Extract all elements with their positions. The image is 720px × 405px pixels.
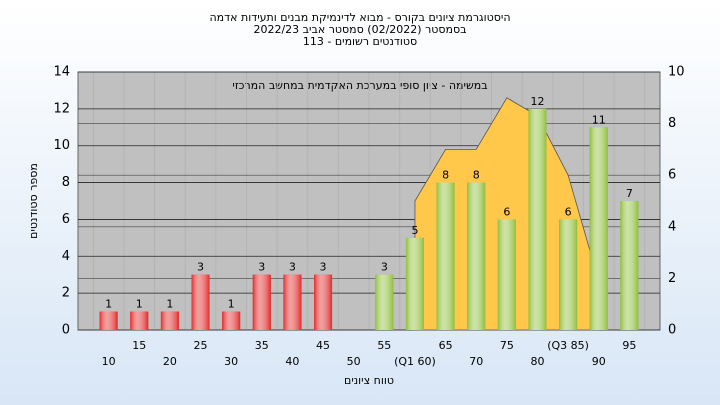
- x-tick-label: (Q1 60): [394, 355, 436, 368]
- x-tick-label: 25: [194, 339, 208, 352]
- chart-title: היסטוגרמת ציונים בקורס - מבוא לדינמיקת מ…: [209, 11, 510, 24]
- y-tick-label: 6: [62, 212, 70, 227]
- x-axis-label: טווח ציונים: [344, 374, 394, 387]
- x-tick-label: 80: [530, 355, 544, 368]
- value-label: 3: [320, 261, 327, 274]
- x-tick-label: 30: [224, 355, 238, 368]
- value-label: 1: [228, 298, 235, 311]
- bar-shine: [130, 311, 149, 330]
- x-tick-label: 50: [347, 355, 361, 368]
- chart-title: בסמסטר (02/2022) סמסטר אביב 2022/23: [253, 23, 466, 36]
- bar-shine: [283, 274, 302, 330]
- x-tick-label: 35: [255, 339, 269, 352]
- chart-title: סטודנטים רשומים - 113: [303, 35, 417, 48]
- value-label: 3: [381, 261, 388, 274]
- x-tick-label: 55: [377, 339, 391, 352]
- x-tick-label: 15: [132, 339, 146, 352]
- y-axis-label: מספר סטודנטים: [27, 163, 40, 239]
- bar-shine: [620, 201, 639, 330]
- y-tick-label: 0: [62, 323, 70, 338]
- y2-tick-label: 0: [668, 323, 676, 338]
- y2-tick-label: 8: [668, 116, 676, 131]
- value-label: 8: [473, 169, 480, 182]
- bar-shine: [528, 108, 547, 330]
- value-label: 1: [166, 298, 173, 311]
- bar-shine: [99, 311, 118, 330]
- value-label: 12: [530, 95, 544, 108]
- y2-tick-label: 2: [668, 271, 676, 286]
- bar-shine: [160, 311, 179, 330]
- x-tick-label: 75: [500, 339, 514, 352]
- value-label: 5: [411, 224, 418, 237]
- x-tick-label: 20: [163, 355, 177, 368]
- value-label: 1: [136, 298, 143, 311]
- value-label: 3: [289, 261, 296, 274]
- x-tick-label: 40: [285, 355, 299, 368]
- bar-shine: [559, 219, 578, 330]
- x-tick-label: 70: [469, 355, 483, 368]
- y-tick-label: 10: [53, 138, 70, 153]
- bar-shine: [436, 182, 455, 330]
- bar-shine: [375, 274, 394, 330]
- y2-tick-label: 10: [668, 65, 685, 80]
- bar-shine: [467, 182, 486, 330]
- value-label: 1: [105, 298, 112, 311]
- value-label: 7: [626, 187, 633, 200]
- annotation: במשימה - ציון סופי במערכת האקדמית במחשב …: [232, 79, 487, 92]
- value-label: 6: [565, 205, 572, 218]
- bar-shine: [497, 219, 516, 330]
- bar-shine: [191, 274, 210, 330]
- value-label: 3: [258, 261, 265, 274]
- bar-shine: [314, 274, 333, 330]
- x-tick-label: 90: [592, 355, 606, 368]
- value-label: 8: [442, 169, 449, 182]
- value-label: 3: [197, 261, 204, 274]
- x-tick-label: 95: [622, 339, 636, 352]
- x-tick-label: (Q3 85): [547, 339, 589, 352]
- y2-tick-label: 6: [668, 168, 676, 183]
- bar-shine: [252, 274, 271, 330]
- y2-tick-label: 4: [668, 219, 676, 234]
- bar-shine: [405, 237, 424, 330]
- bar-shine: [589, 127, 608, 331]
- bar-shine: [222, 311, 241, 330]
- y-tick-label: 2: [62, 286, 70, 301]
- x-tick-label: 10: [102, 355, 116, 368]
- x-tick-label: 45: [316, 339, 330, 352]
- y-tick-label: 8: [62, 175, 70, 190]
- x-tick-label: 65: [439, 339, 453, 352]
- y-tick-label: 14: [53, 65, 70, 80]
- value-label: 6: [503, 205, 510, 218]
- y-tick-label: 12: [53, 101, 70, 116]
- y-tick-label: 4: [62, 249, 70, 264]
- value-label: 11: [592, 113, 606, 126]
